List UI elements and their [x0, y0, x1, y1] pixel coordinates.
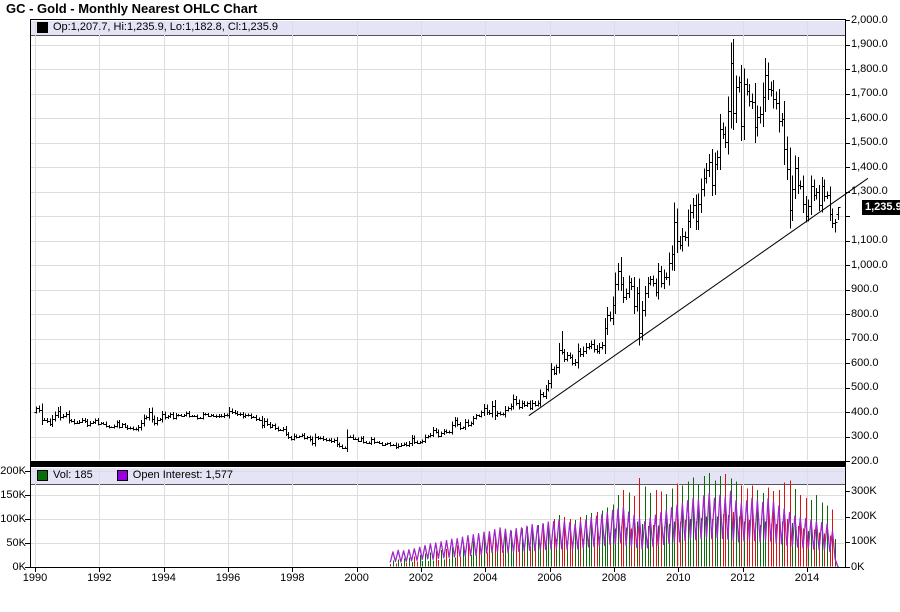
- volume-axis-label: 200K: [0, 464, 26, 477]
- last-price-tag: 1,235.9: [862, 200, 900, 216]
- price-axis-label: 1,300.0: [851, 185, 888, 197]
- open-interest-legend-text: Open Interest: 1,577: [132, 469, 234, 481]
- ohlc-legend-marker: [37, 21, 48, 33]
- x-axis-label: 1994: [151, 572, 176, 584]
- ohlc-legend: Op:1,207.7, Hi:1,235.9, Lo:1,182.8, Cl:1…: [37, 21, 278, 33]
- open-interest-axis-label: 300K: [851, 484, 877, 497]
- x-axis-label: 1990: [22, 572, 48, 584]
- open-interest-axis-label: 0K: [851, 560, 865, 573]
- price-axis-label: 1,500.0: [851, 136, 888, 148]
- price-axis-label: 1,900.0: [851, 38, 888, 50]
- price-axis-label: 700.0: [851, 332, 879, 344]
- volume-axis-label: 50K: [6, 536, 26, 549]
- price-axis-label: 800.0: [851, 307, 879, 320]
- open-interest-axis-label: 100K: [851, 535, 877, 548]
- x-axis-label: 2014: [794, 572, 820, 584]
- price-axis-label: 400.0: [851, 405, 879, 418]
- price-axis-label: 1,400.0: [851, 160, 888, 173]
- x-axis-label: 1996: [215, 572, 241, 584]
- x-axis-label: 2008: [601, 572, 627, 584]
- price-axis-label: 1,100.0: [851, 234, 888, 246]
- volume-axis-label: 0K: [12, 560, 26, 573]
- x-axis-label: 1998: [280, 572, 305, 584]
- legend-strips: [31, 21, 845, 485]
- ohlc-legend-text: Op:1,207.7, Hi:1,235.9, Lo:1,182.8, Cl:1…: [53, 21, 279, 33]
- gridlines: [31, 21, 844, 566]
- trendline: [528, 177, 869, 417]
- price-axis-label: 2,000.0: [851, 13, 888, 26]
- volume-legend: Vol: 185 Open Interest: 1,577: [37, 469, 233, 481]
- volume-axis-label: 150K: [0, 488, 26, 501]
- price-axis-label: 1,800.0: [851, 62, 888, 75]
- ohlc-bars: [34, 38, 841, 452]
- x-axis-label: 2006: [537, 572, 562, 584]
- price-axis-label: 1,600.0: [851, 111, 888, 124]
- x-axis-label: 1992: [87, 572, 112, 584]
- panel-borders-and-ticks: [25, 19, 850, 572]
- price-axis-label: 1,700.0: [851, 87, 888, 99]
- volume-legend-text: Vol: 185: [53, 469, 93, 481]
- price-axis-label: 1,000.0: [851, 258, 888, 271]
- x-axis-label: 2004: [473, 572, 498, 584]
- price-axis-label: 900.0: [851, 283, 879, 295]
- price-axis-label: 500.0: [851, 381, 879, 393]
- open-interest-legend-marker: [116, 469, 128, 481]
- x-axis-label: 2010: [666, 572, 691, 584]
- price-axis-label: 600.0: [851, 356, 879, 369]
- open-interest-axis-label: 200K: [851, 510, 877, 522]
- open-interest-line: [389, 490, 839, 567]
- price-axis-label: 300.0: [851, 430, 879, 442]
- volume-legend-marker: [37, 469, 48, 481]
- x-axis-label: 2012: [730, 572, 755, 584]
- x-axis-label: 2000: [344, 572, 369, 584]
- x-axis-label: 2002: [408, 572, 434, 584]
- price-axis-label: 200.0: [851, 454, 879, 467]
- chart-title: GC - Gold - Monthly Nearest OHLC Chart: [6, 1, 258, 16]
- volume-axis-label: 100K: [0, 512, 26, 525]
